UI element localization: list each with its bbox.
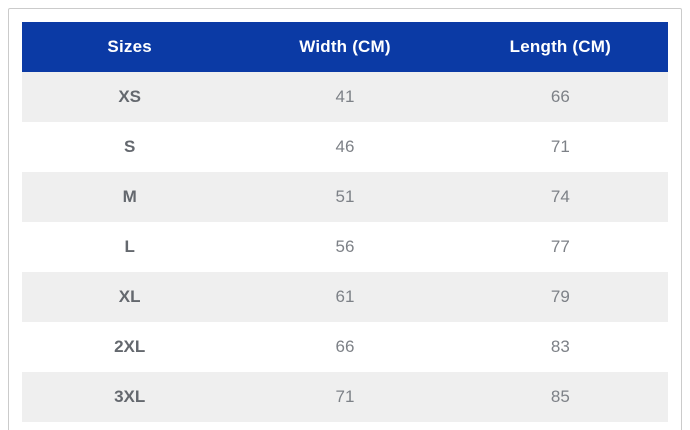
size-cell: 2XL — [22, 322, 238, 372]
column-header-width: Width (CM) — [237, 22, 453, 72]
size-cell: S — [22, 122, 238, 172]
size-cell: M — [22, 172, 238, 222]
size-table-body: XS 41 66 S 46 71 M 51 74 L 56 77 XL 61 79 2XL 66 83 3XL 71 8… — [22, 72, 668, 422]
width-cell: 41 — [237, 72, 453, 122]
size-cell: L — [22, 222, 238, 272]
width-cell: 46 — [237, 122, 453, 172]
column-header-length: Length (CM) — [452, 22, 668, 72]
size-cell: 3XL — [22, 372, 238, 422]
width-cell: 66 — [237, 322, 453, 372]
size-chart-card: Sizes Width (CM) Length (CM) XS 41 66 S 46 71… — [8, 8, 682, 430]
size-chart-table: Sizes Width (CM) Length (CM) XS 41 66 S 46 71… — [22, 22, 668, 422]
table-header: Sizes Width (CM) Length (CM) — [22, 22, 668, 72]
length-cell: 66 — [452, 72, 668, 122]
table-row: XS 41 66 — [22, 72, 668, 122]
table-row: 2XL 66 83 — [22, 322, 668, 372]
length-cell: 79 — [452, 272, 668, 322]
width-cell: 56 — [237, 222, 453, 272]
width-cell: 51 — [237, 172, 453, 222]
length-cell: 85 — [452, 372, 668, 422]
size-cell: XS — [22, 72, 238, 122]
table-row: 3XL 71 85 — [22, 372, 668, 422]
length-cell: 71 — [452, 122, 668, 172]
table-row: XL 61 79 — [22, 272, 668, 322]
size-cell: XL — [22, 272, 238, 322]
width-cell: 71 — [237, 372, 453, 422]
table-row: L 56 77 — [22, 222, 668, 272]
length-cell: 77 — [452, 222, 668, 272]
column-header-sizes: Sizes — [22, 22, 238, 72]
length-cell: 83 — [452, 322, 668, 372]
table-row: M 51 74 — [22, 172, 668, 222]
length-cell: 74 — [452, 172, 668, 222]
header-row: Sizes Width (CM) Length (CM) — [22, 22, 668, 72]
table-row: S 46 71 — [22, 122, 668, 172]
width-cell: 61 — [237, 272, 453, 322]
